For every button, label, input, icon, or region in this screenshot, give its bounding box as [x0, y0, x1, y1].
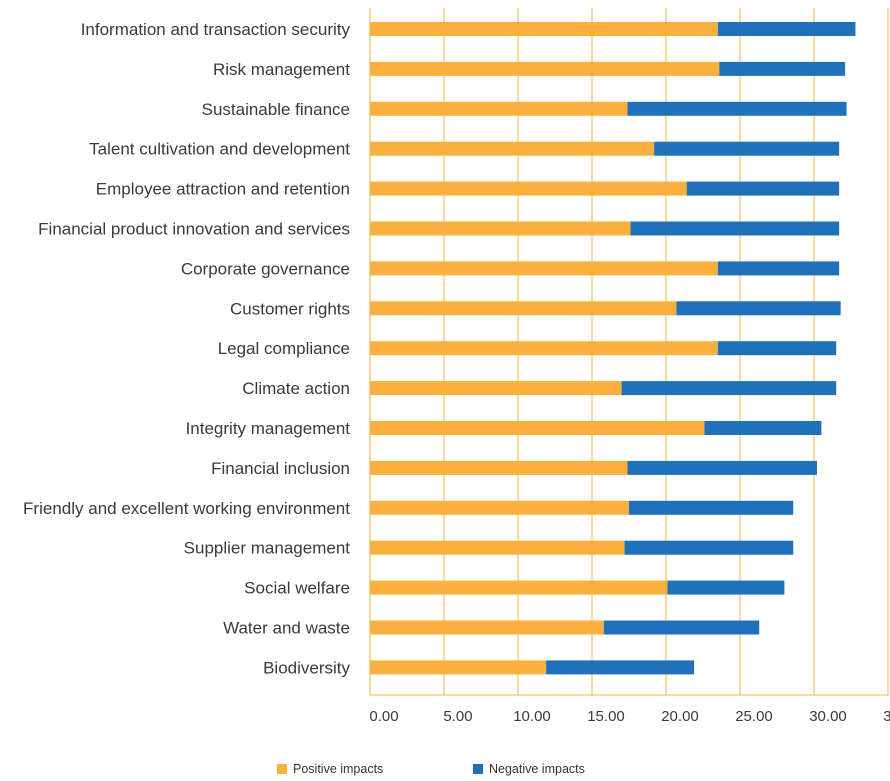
category-label: Biodiversity: [263, 658, 350, 677]
bar-positive: [370, 22, 718, 36]
bar-negative: [676, 301, 841, 316]
bar-positive: [370, 540, 625, 555]
bar-positive: [370, 421, 705, 435]
bar-positive: [370, 620, 604, 635]
category-label: Integrity management: [186, 419, 351, 438]
bar-negative: [621, 381, 837, 396]
legend-label-positive: Positive impacts: [293, 762, 384, 776]
bar-negative: [717, 261, 840, 276]
bar-negative: [627, 460, 817, 475]
category-label: Risk management: [213, 60, 350, 79]
bar-negative: [624, 540, 794, 555]
bar-negative: [654, 141, 840, 156]
bar-positive: [370, 500, 629, 515]
x-tick-label: 10.00: [513, 708, 551, 725]
bar-negative: [717, 341, 837, 356]
legend-item-negative: Negative impacts: [473, 762, 585, 776]
x-tick-label: 0.00: [369, 708, 398, 725]
bar-negative: [667, 580, 785, 595]
bar-positive: [370, 301, 677, 316]
category-label: Information and transaction security: [81, 20, 351, 39]
bar-negative: [630, 221, 840, 236]
x-tick-label: 30.00: [809, 708, 847, 725]
bar-negative: [627, 101, 847, 116]
bar-negative: [546, 660, 695, 675]
bar-negative: [686, 181, 840, 196]
category-label: Talent cultivation and development: [89, 140, 350, 159]
category-label: Customer rights: [230, 299, 350, 318]
category-label: Supplier management: [184, 539, 351, 558]
x-tick-label: 35.00: [883, 708, 890, 725]
category-labels: Information and transaction security Risk…: [23, 20, 350, 677]
legend: Positive impacts Negative impacts: [0, 762, 890, 780]
bar-negative: [704, 421, 822, 435]
category-label: Financial inclusion: [211, 459, 350, 478]
category-label: Legal compliance: [218, 339, 350, 358]
stacked-bar-chart: Information and transaction security Risk…: [23, 8, 890, 725]
category-label: Financial product innovation and service…: [38, 220, 350, 239]
category-label: Employee attraction and retention: [96, 180, 350, 199]
bar-positive: [370, 181, 687, 196]
legend-swatch-negative: [473, 764, 483, 774]
bar-positive: [370, 381, 622, 396]
legend-label-negative: Negative impacts: [489, 762, 585, 776]
bars: [370, 22, 856, 675]
category-label: Friendly and excellent working environme…: [23, 499, 350, 518]
bar-negative: [719, 61, 846, 76]
legend-swatch-positive: [277, 764, 287, 774]
x-tick-label: 15.00: [587, 708, 625, 725]
category-label: Social welfare: [244, 579, 350, 598]
bar-negative: [603, 620, 760, 635]
category-label: Climate action: [242, 379, 350, 398]
bar-positive: [370, 660, 547, 675]
category-label: Sustainable finance: [202, 100, 350, 119]
bar-negative: [629, 500, 794, 515]
category-label: Corporate governance: [181, 259, 350, 278]
x-axis-tick-labels: 0.00 5.00 10.00 15.00 20.00 25.00 30.00 35.00: [369, 708, 890, 725]
bar-negative: [717, 22, 856, 36]
bar-positive: [370, 460, 628, 475]
bar-positive: [370, 141, 655, 156]
x-tick-label: 5.00: [443, 708, 472, 725]
bar-positive: [370, 580, 668, 595]
bar-positive: [370, 261, 718, 276]
bar-positive: [370, 341, 718, 356]
bar-positive: [370, 101, 628, 116]
category-label: Water and waste: [223, 619, 350, 638]
legend-item-positive: Positive impacts: [277, 762, 383, 776]
bar-positive: [370, 61, 720, 76]
bar-positive: [370, 221, 631, 236]
x-tick-label: 25.00: [735, 708, 773, 725]
x-tick-label: 20.00: [661, 708, 699, 725]
